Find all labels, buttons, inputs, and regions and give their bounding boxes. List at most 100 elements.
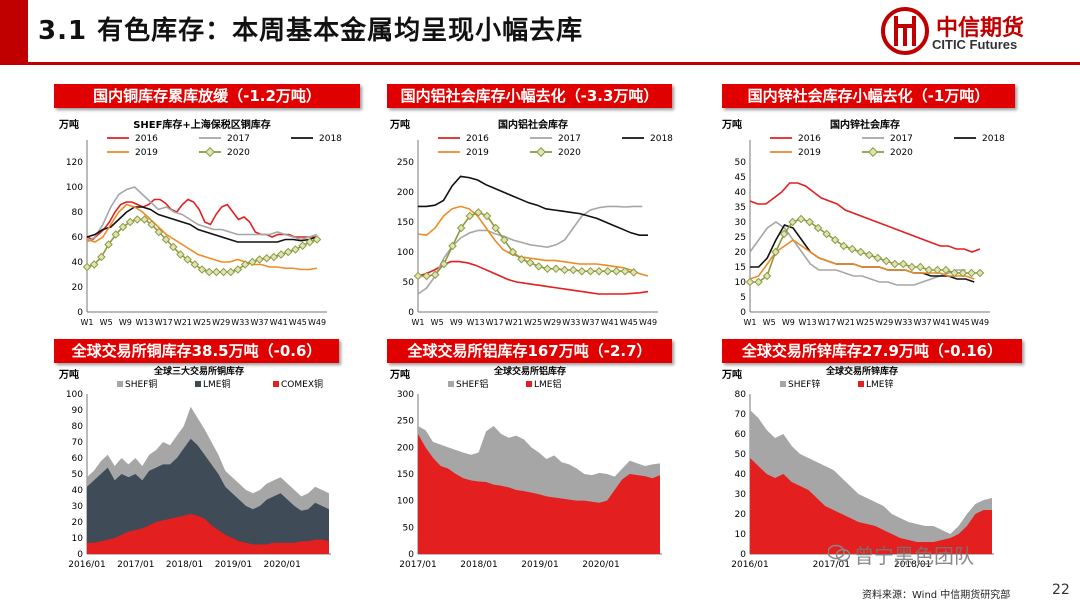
y-tick-label: 0 — [740, 308, 746, 318]
data-point-2020 — [448, 241, 457, 251]
x-tick-label: 2018/01 — [166, 560, 203, 570]
data-point-2020 — [262, 254, 271, 263]
data-point-2020 — [958, 268, 968, 278]
data-point-2020 — [916, 262, 925, 272]
data-point-2020 — [603, 266, 612, 276]
y-tick-label: 0 — [408, 308, 414, 318]
x-tick-label: W49 — [308, 318, 326, 327]
x-tick-label: W49 — [639, 318, 657, 327]
y-tick-label: 50 — [72, 470, 84, 480]
logo-text-en: CITIC Futures — [932, 37, 1018, 52]
label-zinc-global: 全球交易所锌库存27.9万吨（-0.16） — [722, 339, 1022, 363]
data-point-2020 — [813, 223, 823, 233]
data-point-2020 — [517, 254, 526, 264]
legend-label: 2016 — [135, 134, 158, 144]
y-tick-label: 50 — [735, 158, 747, 168]
series-line-2016 — [749, 182, 981, 253]
y-tick-label: 100 — [397, 248, 414, 258]
header-divider — [0, 62, 1080, 65]
data-point-2020 — [154, 227, 164, 237]
label-zinc-domestic: 国内锌社会库存小幅去化（-1万吨） — [722, 84, 1015, 108]
x-tick-label: 2020/01 — [264, 560, 301, 570]
data-point-2020 — [240, 260, 250, 269]
data-point-2020 — [865, 250, 874, 260]
data-point-2020 — [907, 262, 917, 272]
y-tick-label: 40 — [72, 258, 84, 268]
data-point-2020 — [822, 229, 831, 239]
data-point-2020 — [873, 253, 883, 263]
y-tick-label: 200 — [397, 443, 414, 453]
chart-title: 国内铝社会库存 — [498, 118, 568, 131]
data-point-2020 — [169, 242, 178, 252]
x-tick-label: W1 — [81, 318, 94, 327]
series-area-LME铜 — [87, 438, 329, 554]
data-point-2020 — [176, 250, 185, 259]
legend-label: 2019 — [135, 148, 158, 158]
y-tick-label: 70 — [735, 410, 747, 420]
data-point-2020 — [620, 266, 630, 276]
legend-label: 2017 — [227, 134, 250, 144]
y-tick-label: 30 — [735, 490, 747, 500]
legend-marker — [536, 147, 546, 157]
x-tick-label: 2017/01 — [117, 560, 154, 570]
data-point-2020 — [941, 265, 951, 275]
x-tick-label: W37 — [913, 318, 931, 327]
legend-label: 2018 — [650, 134, 673, 144]
data-point-2020 — [771, 247, 780, 257]
watermark-text: 曾宁黑色团队 — [854, 544, 974, 568]
chart-title: 全球交易所锌库存 — [825, 365, 898, 377]
y-tick-label: 10 — [735, 278, 747, 288]
data-point-2020 — [560, 265, 569, 275]
data-point-2020 — [422, 271, 431, 281]
header-accent-bar — [0, 0, 28, 62]
x-tick-label: 2017/01 — [399, 560, 436, 570]
y-tick-label: 25 — [735, 233, 746, 243]
legend-swatch — [195, 381, 201, 387]
x-tick-label: W5 — [763, 318, 776, 327]
legend-swatch — [117, 381, 123, 387]
data-point-2020 — [491, 223, 500, 233]
legend-label: 2019 — [798, 148, 821, 158]
y-tick-label: 60 — [735, 430, 747, 440]
data-point-2020 — [431, 270, 440, 280]
legend-label: LME铝 — [534, 378, 561, 390]
y-axis-unit: 万吨 — [721, 368, 742, 381]
data-point-2020 — [456, 223, 466, 233]
y-tick-label: 30 — [735, 218, 747, 228]
x-tick-label: W25 — [856, 318, 874, 327]
x-tick-label: 2019/01 — [215, 560, 252, 570]
data-point-2020 — [190, 260, 200, 269]
data-point-2020 — [754, 277, 763, 287]
data-point-2020 — [924, 265, 934, 275]
data-point-2020 — [133, 215, 142, 224]
data-point-2020 — [577, 266, 587, 276]
y-tick-label: 0 — [77, 550, 83, 560]
data-point-2020 — [805, 217, 814, 227]
y-tick-label: 200 — [397, 188, 414, 198]
chart-zinc-global: 万吨 全球交易所锌库存 0 10 20 30 40 50 60 70 80 2016/01 2017/0… — [721, 365, 994, 570]
y-tick-label: 80 — [72, 422, 84, 432]
data-point-2020 — [147, 220, 156, 229]
data-point-2020 — [967, 268, 976, 278]
y-tick-label: 5 — [740, 293, 746, 303]
legend-swatch — [780, 381, 786, 387]
x-tick-label: W1 — [412, 318, 425, 327]
y-tick-label: 150 — [397, 470, 414, 480]
label-aluminium-domestic: 国内铝社会库存小幅去化（-3.3万吨） — [387, 84, 672, 108]
y-tick-label: 10 — [72, 534, 84, 544]
legend-label: 2020 — [227, 148, 250, 158]
x-tick-label: 2018/01 — [460, 560, 497, 570]
data-point-2020 — [975, 268, 985, 278]
page-title: 3.1 有色库存：本周基本金属均呈现小幅去库 — [38, 16, 584, 46]
data-point-2020 — [233, 265, 243, 274]
data-point-2020 — [465, 211, 474, 221]
data-point-2020 — [255, 255, 264, 264]
legend-label: COMEX铜 — [281, 378, 323, 390]
label-copper-global: 全球交易所铜库存38.5万吨（-0.6） — [54, 339, 339, 363]
citic-logo: 中信期货 CITIC Futures — [880, 6, 1070, 58]
data-point-2020 — [183, 255, 192, 264]
x-tick-label: W45 — [289, 318, 307, 327]
y-tick-label: 50 — [735, 450, 747, 460]
y-tick-label: 0 — [77, 308, 83, 318]
